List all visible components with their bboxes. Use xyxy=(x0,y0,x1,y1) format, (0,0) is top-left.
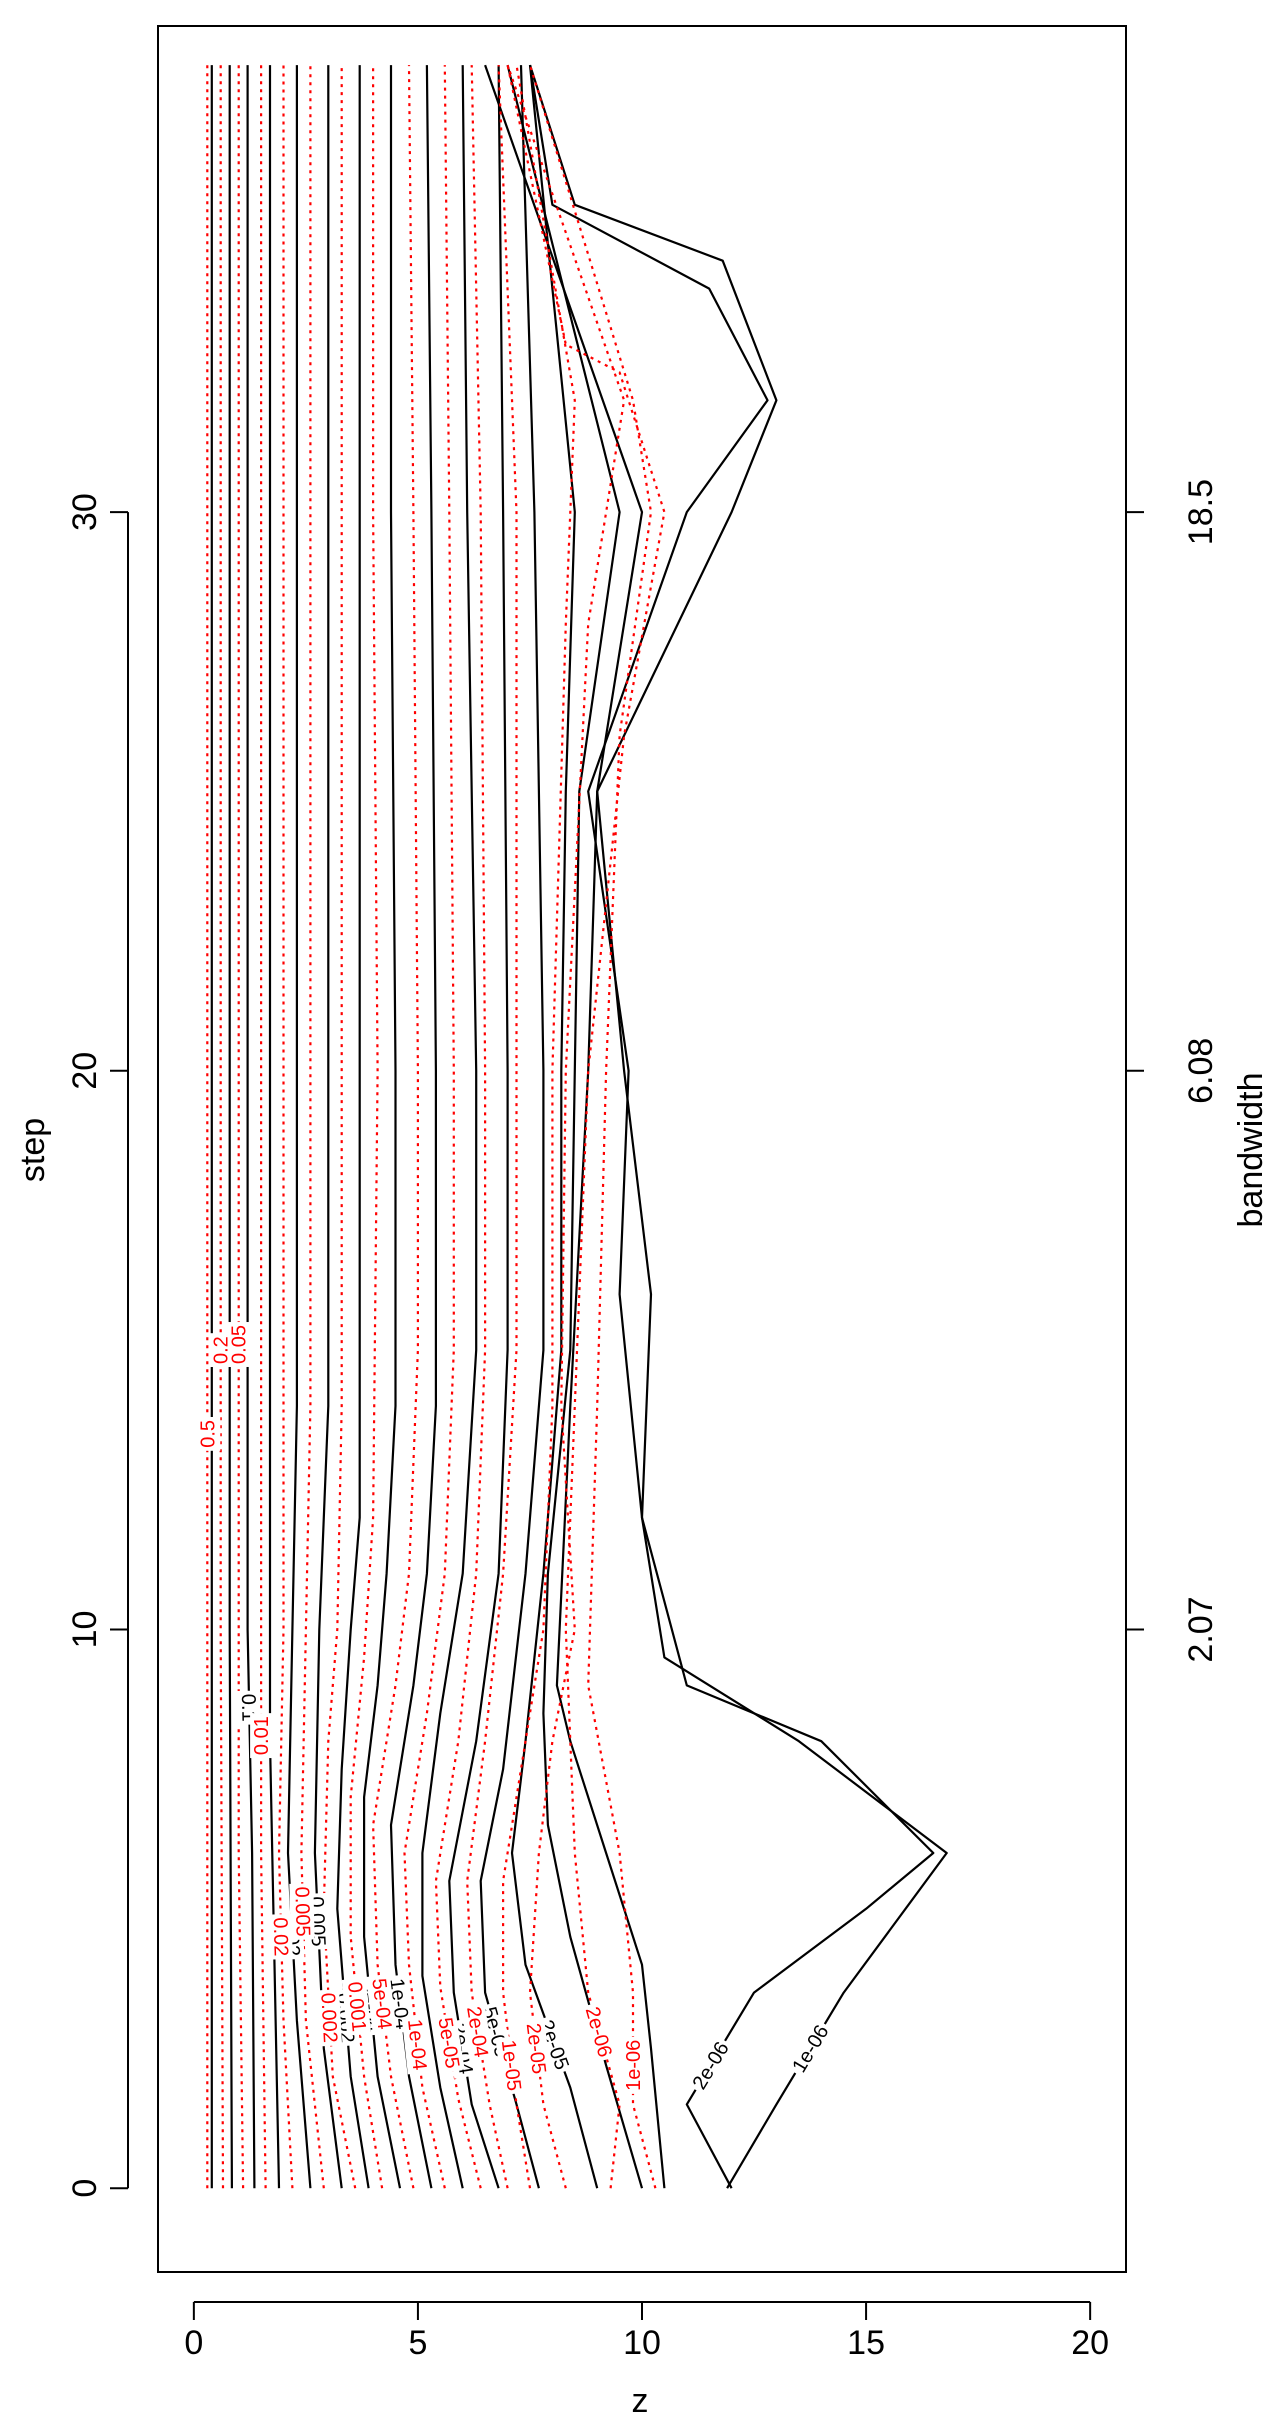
contour-label-s2-1: 0.5 xyxy=(196,1416,221,1451)
y-tick-label-30: 30 xyxy=(66,493,104,531)
contour-line-s2-4 xyxy=(260,65,267,2189)
svg-text:2.07: 2.07 xyxy=(1182,1596,1220,1662)
x-tick-label-15: 15 xyxy=(847,2324,885,2362)
contour-label-s2-7: 0.002 xyxy=(315,1989,343,2047)
contour-line-s1-5 xyxy=(286,65,312,2189)
svg-text:0.05: 0.05 xyxy=(229,1325,251,1364)
contour-line-s1-13 xyxy=(510,64,599,2189)
x-tick-label-0: 0 xyxy=(184,2324,203,2362)
contour-label-s2-3: 0.05 xyxy=(227,1322,252,1367)
svg-text:6.08: 6.08 xyxy=(1182,1038,1220,1104)
contour-line-s2-16 xyxy=(528,64,657,2189)
contour-line-s1-11 xyxy=(448,65,509,2189)
contour-line-s1-4 xyxy=(268,65,281,2189)
svg-text:1e-06: 1e-06 xyxy=(623,2040,645,2091)
contour-line-s2-5 xyxy=(277,65,294,2189)
contour-lines-group xyxy=(206,64,948,2189)
contour-line-s1-14 xyxy=(506,64,644,2189)
y-axis: 0 10 20 30 xyxy=(66,493,129,2198)
contour-label-s2-15: 2e-06 xyxy=(578,2001,618,2063)
svg-text:30: 30 xyxy=(66,493,104,531)
svg-text:0.01: 0.01 xyxy=(251,1716,273,1755)
contour-line-s2-2 xyxy=(219,65,225,2189)
y-tick-label-0: 0 xyxy=(66,2179,104,2198)
contour-line-s2-3 xyxy=(237,65,245,2189)
contour-line-s1-9 xyxy=(389,65,437,2189)
svg-text:0: 0 xyxy=(66,2179,104,2198)
svg-text:20: 20 xyxy=(66,1052,104,1090)
contour-label-s2-14: 2e-05 xyxy=(520,2018,552,2079)
contour-label-s2-4: 0.01 xyxy=(250,1713,275,1759)
contour-line-s1-16 xyxy=(528,64,935,2189)
contour-line-s2-6 xyxy=(300,65,325,2189)
y-tick-label-10: 10 xyxy=(66,1611,104,1649)
svg-text:2e-06: 2e-06 xyxy=(689,2038,734,2093)
contour-label-s1-17: 1e-06 xyxy=(785,2018,836,2080)
x-axis-label: z xyxy=(632,2382,649,2420)
contour-label-s2-9: 5e-04 xyxy=(365,1974,397,2034)
right-tick-label-3: 18.5 xyxy=(1182,479,1220,545)
svg-text:0.002: 0.002 xyxy=(316,1992,341,2043)
contour-line-s1-17 xyxy=(528,64,948,2189)
contour-line-s1-2 xyxy=(228,65,233,2189)
contour-label-s2-10: 1e-04 xyxy=(401,2015,432,2075)
x-axis: 0 5 10 15 20 xyxy=(184,2301,1109,2362)
contour-label-s2-5: 0.02 xyxy=(267,1914,293,1960)
contour-line-s1-8 xyxy=(363,65,402,2189)
right-axis-label: bandwidth xyxy=(1232,1072,1270,1227)
contour-line-s2-14 xyxy=(506,64,626,2189)
svg-text:10: 10 xyxy=(66,1611,104,1649)
svg-text:1e-06: 1e-06 xyxy=(788,2021,833,2076)
contour-label-s1-16: 2e-06 xyxy=(686,2035,737,2097)
svg-text:18.5: 18.5 xyxy=(1182,479,1220,545)
contour-label-s2-6: 0.005 xyxy=(289,1883,315,1940)
contour-line-s2-11 xyxy=(434,65,487,2189)
y-axis-label: step xyxy=(14,1118,52,1182)
svg-text:0.001: 0.001 xyxy=(343,1981,370,2033)
plot-frame xyxy=(157,25,1127,2273)
x-tick-label-20: 20 xyxy=(1071,2324,1109,2362)
svg-text:0.02: 0.02 xyxy=(269,1917,292,1957)
right-tick-label-1: 2.07 xyxy=(1182,1596,1220,1662)
svg-text:0.2: 0.2 xyxy=(211,1336,233,1364)
right-axis: 2.07 6.08 18.5 xyxy=(1126,479,1220,1663)
svg-text:1e-04: 1e-04 xyxy=(403,2018,430,2071)
y-tick-label-20: 20 xyxy=(66,1052,104,1090)
contour-line-s1-15 xyxy=(484,64,666,2189)
contour-label-s2-8: 0.001 xyxy=(341,1977,372,2036)
contour-label-s2-13: 1e-05 xyxy=(495,2035,527,2096)
contour-line-s1-10 xyxy=(421,65,478,2189)
x-tick-label-5: 5 xyxy=(408,2324,427,2362)
contour-labels-group: 0.10.020.0050.0025e-041e-042e-045e-052e-… xyxy=(196,1322,836,2097)
contour-line-s2-8 xyxy=(349,65,384,2189)
x-tick-label-10: 10 xyxy=(623,2324,661,2362)
svg-text:0.5: 0.5 xyxy=(197,1420,219,1448)
svg-text:0.005: 0.005 xyxy=(290,1886,313,1937)
contour-line-s2-12 xyxy=(466,65,518,2189)
contour-line-s1-3 xyxy=(246,65,256,2189)
right-tick-label-2: 6.08 xyxy=(1182,1038,1220,1104)
contour-label-s2-16: 1e-06 xyxy=(622,2036,646,2094)
